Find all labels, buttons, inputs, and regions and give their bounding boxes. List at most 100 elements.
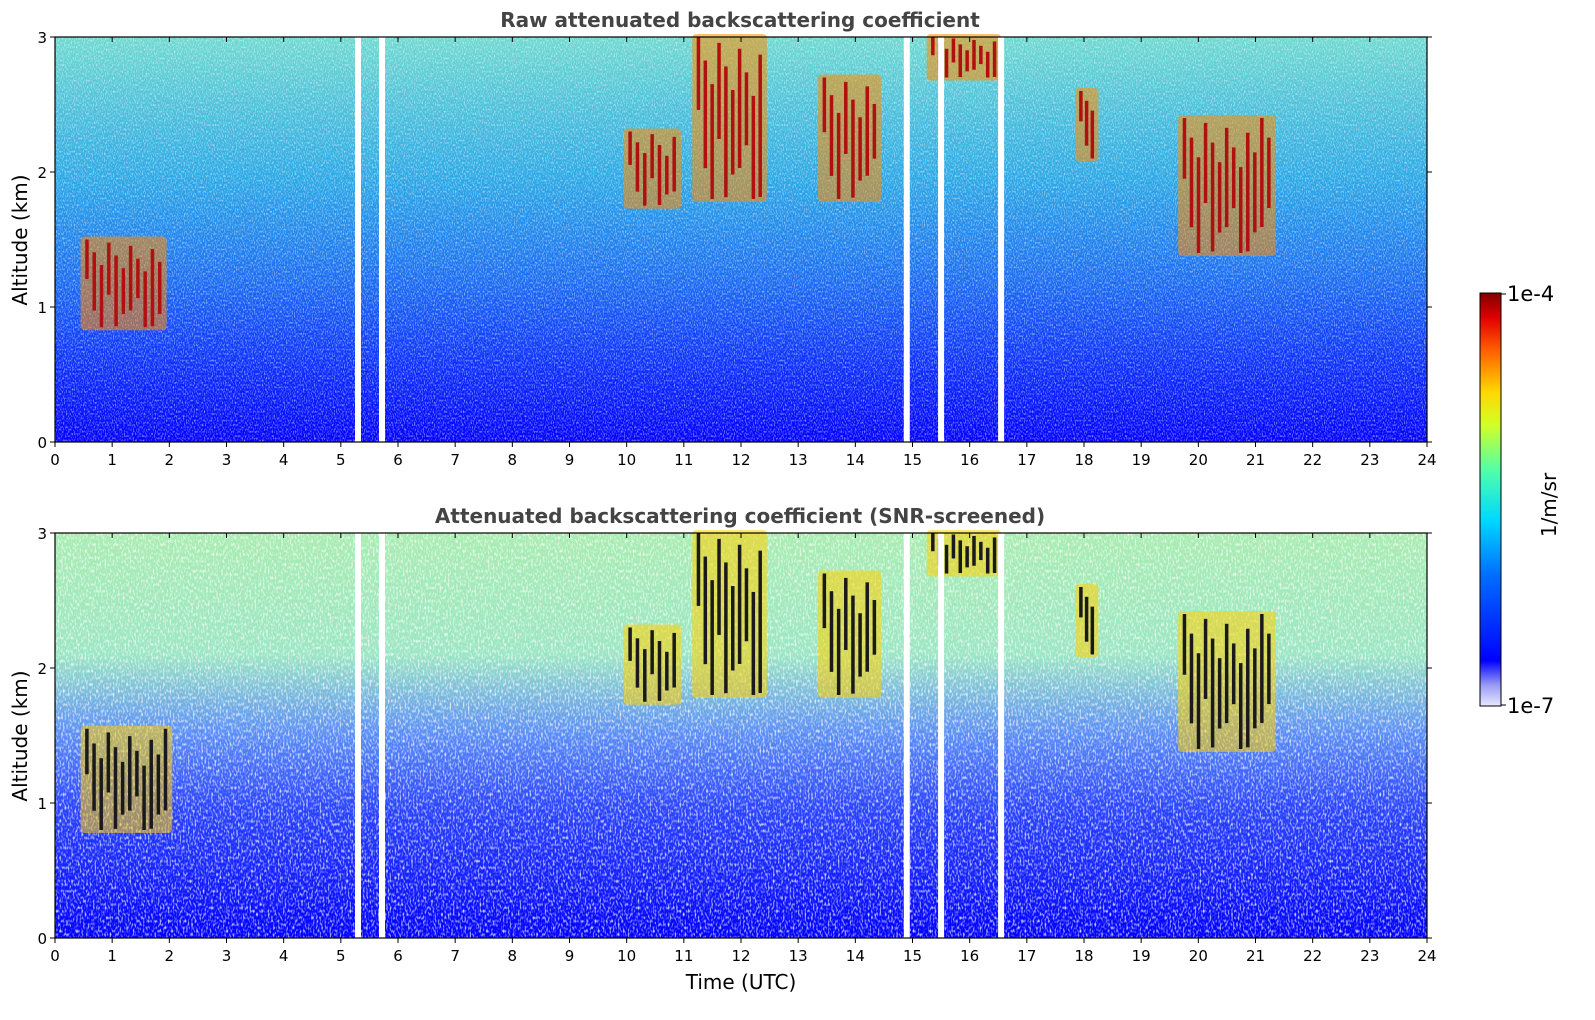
cloud-streak bbox=[751, 95, 756, 199]
cloud-streak bbox=[1196, 653, 1201, 749]
cloud-streak bbox=[865, 86, 869, 176]
colorbar-max-label: 1e-4 bbox=[1507, 282, 1554, 306]
cloud-streak bbox=[1182, 614, 1187, 675]
cloud-streak bbox=[99, 265, 104, 328]
y-tick-label: 0 bbox=[37, 930, 47, 948]
cloud-streak bbox=[985, 51, 990, 78]
cloud-streak bbox=[844, 577, 848, 650]
cloud-streak bbox=[156, 754, 161, 815]
x-tick-label: 5 bbox=[336, 947, 346, 965]
cloud-streak bbox=[710, 580, 714, 695]
cloud-streak bbox=[972, 39, 976, 70]
cloud-streak bbox=[1267, 137, 1271, 209]
cloud-streak bbox=[650, 630, 654, 675]
cloud-streak bbox=[931, 37, 935, 56]
x-tick-label: 11 bbox=[674, 451, 693, 469]
data-gap bbox=[938, 533, 945, 938]
cloud-halo bbox=[80, 725, 173, 833]
cloud-streak bbox=[865, 582, 869, 672]
cloud-streak bbox=[128, 736, 132, 811]
cloud-streak bbox=[758, 54, 762, 198]
x-tick-label: 3 bbox=[222, 947, 232, 965]
y-axis-label: Altitude (km) bbox=[8, 670, 32, 801]
x-tick-label: 10 bbox=[617, 947, 636, 965]
x-tick-label: 11 bbox=[674, 947, 693, 965]
x-tick-label: 5 bbox=[336, 451, 346, 469]
cloud-streak bbox=[1189, 633, 1194, 724]
cloud-streak bbox=[114, 255, 118, 327]
cloud-halo bbox=[692, 530, 767, 698]
cloud-streak bbox=[979, 45, 983, 65]
cloud-streak bbox=[1079, 91, 1083, 122]
x-tick-label: 22 bbox=[1303, 451, 1322, 469]
panel-title: Raw attenuated backscattering coefficien… bbox=[500, 8, 980, 32]
x-tick-label: 19 bbox=[1132, 947, 1151, 965]
cloud-streak bbox=[665, 155, 669, 195]
x-tick-label: 0 bbox=[50, 947, 60, 965]
cloud-streak bbox=[1217, 658, 1222, 729]
cloud-streak bbox=[149, 739, 153, 829]
x-tick-label: 21 bbox=[1246, 947, 1265, 965]
x-tick-label: 14 bbox=[846, 451, 865, 469]
cloud-streak bbox=[744, 72, 749, 146]
cloud-streak bbox=[965, 50, 969, 72]
y-tick-label: 1 bbox=[37, 795, 47, 813]
cloud-streak bbox=[1260, 118, 1264, 227]
cloud-streak bbox=[643, 153, 647, 206]
x-tick-label: 6 bbox=[393, 451, 403, 469]
y-axis-label: Altitude (km) bbox=[8, 174, 32, 305]
cloud-streak bbox=[724, 562, 728, 694]
cloud-streak bbox=[672, 632, 676, 688]
cloud-streak bbox=[142, 765, 146, 830]
x-tick-label: 7 bbox=[450, 451, 460, 469]
data-gap bbox=[998, 533, 1005, 938]
cloud-streak bbox=[635, 638, 640, 688]
cloud-streak bbox=[972, 535, 976, 566]
x-tick-label: 12 bbox=[731, 947, 750, 965]
cloud-streak bbox=[657, 641, 662, 701]
cloud-streak bbox=[992, 537, 997, 574]
x-tick-label: 0 bbox=[50, 451, 60, 469]
cloud-streak bbox=[1224, 127, 1229, 228]
x-tick-label: 13 bbox=[789, 947, 808, 965]
x-tick-label: 13 bbox=[789, 451, 808, 469]
cloud-streak bbox=[128, 245, 133, 311]
data-gap bbox=[903, 533, 910, 938]
colorbar-min-label: 1e-7 bbox=[1507, 694, 1554, 718]
cloud-halo bbox=[818, 74, 882, 202]
x-tick-label: 9 bbox=[565, 451, 575, 469]
cloud-streak bbox=[136, 258, 140, 299]
x-axis-label: Time (UTC) bbox=[685, 970, 797, 994]
data-gap bbox=[938, 37, 945, 442]
y-tick-label: 3 bbox=[37, 29, 47, 47]
x-tick-label: 21 bbox=[1246, 451, 1265, 469]
cloud-streak bbox=[851, 99, 855, 198]
cloud-streak bbox=[992, 41, 997, 78]
cloud-streak bbox=[1203, 122, 1208, 203]
x-tick-label: 18 bbox=[1074, 451, 1093, 469]
cloud-streak bbox=[85, 239, 89, 279]
cloud-streak bbox=[163, 728, 168, 811]
cloud-streak bbox=[1217, 162, 1222, 233]
cloud-streak bbox=[758, 550, 762, 694]
x-tick-label: 12 bbox=[731, 451, 750, 469]
x-tick-label: 19 bbox=[1132, 451, 1151, 469]
cloud-streak bbox=[113, 747, 118, 829]
cloud-streak bbox=[1090, 110, 1095, 159]
cloud-streak bbox=[1084, 100, 1089, 146]
x-tick-label: 10 bbox=[617, 451, 636, 469]
x-tick-label: 17 bbox=[1017, 451, 1036, 469]
y-tick-label: 2 bbox=[37, 660, 47, 678]
cloud-streak bbox=[106, 732, 111, 793]
cloud-streak bbox=[643, 649, 647, 702]
cloud-streak bbox=[858, 613, 862, 677]
cloud-streak bbox=[1090, 606, 1095, 655]
cloud-streak bbox=[99, 758, 103, 830]
cloud-streak bbox=[672, 136, 676, 192]
cloud-streak bbox=[1246, 132, 1250, 252]
cloud-streak bbox=[1203, 618, 1208, 699]
data-gap bbox=[378, 533, 385, 938]
cloud-streak bbox=[1238, 167, 1243, 253]
cloud-streak bbox=[844, 81, 848, 154]
cloud-streak bbox=[829, 95, 834, 176]
